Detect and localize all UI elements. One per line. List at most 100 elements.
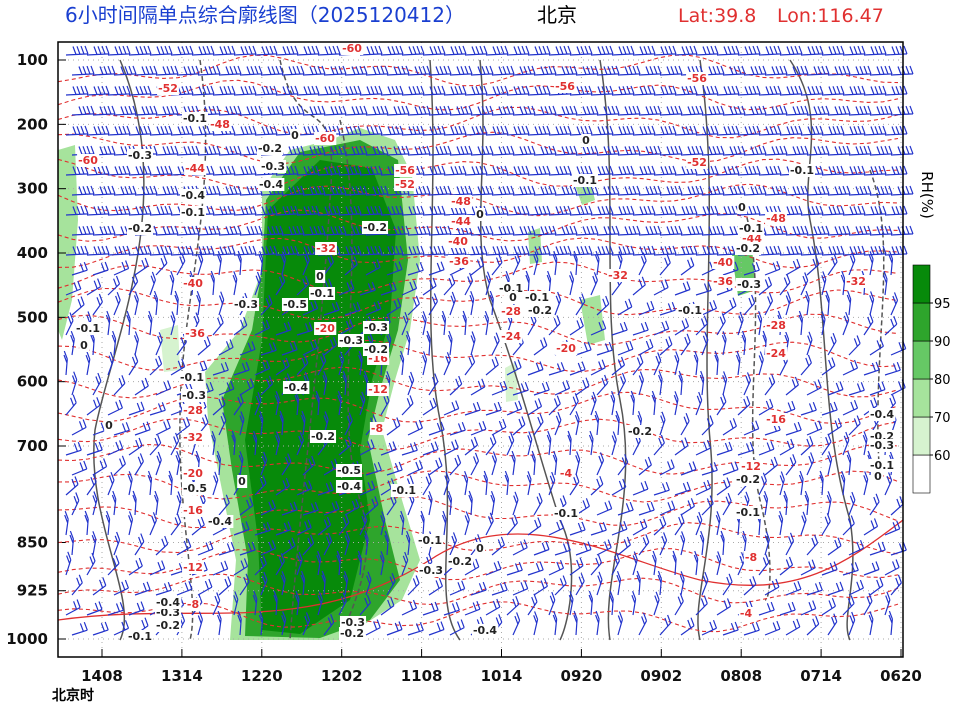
wind-barb <box>590 554 603 576</box>
wind-barb <box>85 351 91 376</box>
wind-barb <box>407 225 431 236</box>
wind-barb <box>737 395 751 416</box>
wind-barb <box>722 371 728 396</box>
wind-barb <box>86 473 97 496</box>
wind-barb <box>65 394 77 416</box>
colorbar-swatch <box>912 416 931 456</box>
wind-barb <box>71 371 78 396</box>
wind-barb <box>380 85 404 96</box>
wind-barb <box>785 376 799 396</box>
wind-barb <box>273 590 278 616</box>
wind-barb <box>470 256 485 276</box>
wind-barb <box>252 590 258 616</box>
wind-barb <box>672 550 677 576</box>
wind-barb <box>296 125 320 136</box>
wind-barb <box>71 419 87 436</box>
wind-barb <box>491 185 515 196</box>
wind-barb <box>611 356 626 376</box>
label-bg <box>390 484 418 497</box>
wind-barb <box>848 382 865 396</box>
wind-barb <box>147 310 153 336</box>
wind-barb <box>338 318 354 336</box>
wind-barb <box>71 296 85 316</box>
wind-barb <box>590 125 614 136</box>
wind-barb <box>617 454 629 476</box>
omega-label: -0.3 <box>870 439 894 452</box>
wind-barb <box>720 530 725 556</box>
wind-barb <box>863 245 887 256</box>
wind-barb <box>596 341 613 356</box>
label-bg <box>126 149 154 162</box>
wind-barb <box>258 610 264 636</box>
wind-barb <box>107 471 115 496</box>
wind-barb <box>170 432 180 456</box>
wind-barb <box>848 539 865 556</box>
wind-barb <box>533 225 557 236</box>
wind-barb <box>401 85 425 96</box>
wind-barb <box>176 145 200 156</box>
wind-barb <box>483 470 488 496</box>
temperature-label: -40 <box>183 277 203 290</box>
wind-barb <box>233 591 239 616</box>
label-bg <box>416 534 444 547</box>
wind-barb <box>338 592 347 616</box>
wind-barb <box>884 165 908 176</box>
wind-barb <box>218 225 242 236</box>
wind-barb <box>260 105 284 116</box>
omega-label: 0 <box>105 419 113 432</box>
wind-barb <box>617 536 631 556</box>
wind-barb <box>743 261 760 276</box>
wind-barb <box>344 498 360 516</box>
wind-barb <box>659 105 683 116</box>
wind-barb <box>674 481 691 496</box>
wind-barb <box>216 450 221 476</box>
wind-barb <box>653 45 677 56</box>
wind-barb <box>848 415 861 436</box>
wind-barb <box>485 356 499 376</box>
label-bg <box>737 222 765 235</box>
wind-barb <box>449 145 473 156</box>
wind-barb <box>134 421 151 436</box>
wind-barb <box>800 205 824 216</box>
wind-barb <box>680 617 695 636</box>
wind-barb <box>254 360 271 376</box>
wind-barb <box>302 612 311 636</box>
wind-barb <box>533 413 544 436</box>
wind-barb <box>764 531 770 556</box>
wind-barb <box>848 251 856 276</box>
wind-barb <box>217 610 222 636</box>
wind-barb <box>128 205 152 216</box>
wind-barb <box>464 353 476 376</box>
wind-barb <box>779 125 803 136</box>
wind-barb <box>758 45 782 56</box>
wind-barb <box>863 361 880 376</box>
wind-barb <box>653 279 669 296</box>
wind-barb <box>422 441 439 456</box>
label-bg <box>734 242 762 255</box>
wind-barb <box>763 490 769 516</box>
wind-barb <box>548 45 572 56</box>
colorbar-label: RH(%) <box>918 171 936 219</box>
label-bg <box>734 506 762 519</box>
label-bg <box>178 371 206 384</box>
wind-barb <box>827 613 838 636</box>
label-bg <box>206 515 234 528</box>
wind-barb <box>842 85 866 96</box>
wind-barb <box>800 272 809 296</box>
wind-barb <box>380 441 397 456</box>
colorbar-swatch <box>912 340 931 380</box>
wind-barb <box>428 373 439 396</box>
label-bg <box>179 206 207 219</box>
wind-barb <box>737 85 761 96</box>
wind-barb <box>827 253 838 276</box>
wind-barb <box>869 185 893 196</box>
wind-barb <box>422 397 437 416</box>
wind-barb <box>365 300 382 316</box>
wind-barb <box>470 378 486 396</box>
wind-barb <box>401 205 425 216</box>
wind-barb <box>757 310 763 336</box>
wind-barb <box>491 451 497 476</box>
wind-barb <box>848 65 872 76</box>
wind-barb <box>800 435 814 456</box>
wind-barb <box>722 461 739 476</box>
